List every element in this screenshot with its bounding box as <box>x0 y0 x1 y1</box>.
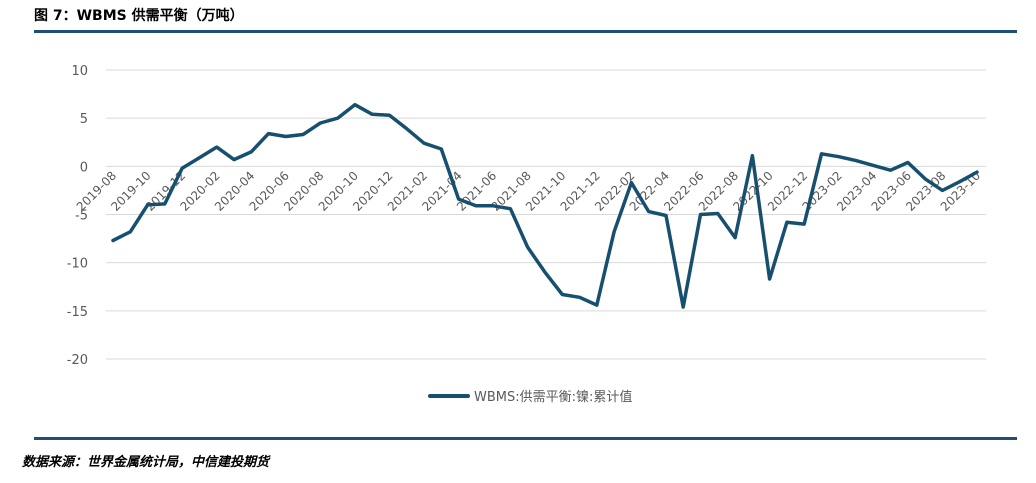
bottom-rule <box>34 437 1017 440</box>
y-tick-label: -15 <box>67 305 88 320</box>
y-tick-label: -5 <box>75 209 88 224</box>
y-tick-label: 0 <box>80 160 88 175</box>
y-tick-label: 10 <box>71 64 88 79</box>
y-tick-label: -20 <box>67 353 88 368</box>
x-axis-ticks: 2019-082019-102019-122020-022020-042020-… <box>74 169 983 214</box>
y-tick-label: -10 <box>67 257 88 272</box>
source-note: 数据来源：世界金属统计局，中信建投期货 <box>22 455 270 470</box>
legend-label: WBMS:供需平衡:镍:累计值 <box>474 389 632 405</box>
figure-title: 图 7：WBMS 供需平衡（万吨） <box>34 8 244 24</box>
y-tick-label: 5 <box>80 112 88 127</box>
y-axis-ticks: 10 5 0 -5 -10 -15 -20 <box>67 64 88 368</box>
legend: WBMS:供需平衡:镍:累计值 <box>428 389 632 405</box>
top-rule <box>34 30 1017 33</box>
series-layer <box>111 102 979 309</box>
grid-lines <box>106 69 986 360</box>
line-chart: 10 5 0 -5 -10 -15 -20 2019-082019-102019-12202… <box>67 64 986 405</box>
series-line-0 <box>111 102 979 309</box>
